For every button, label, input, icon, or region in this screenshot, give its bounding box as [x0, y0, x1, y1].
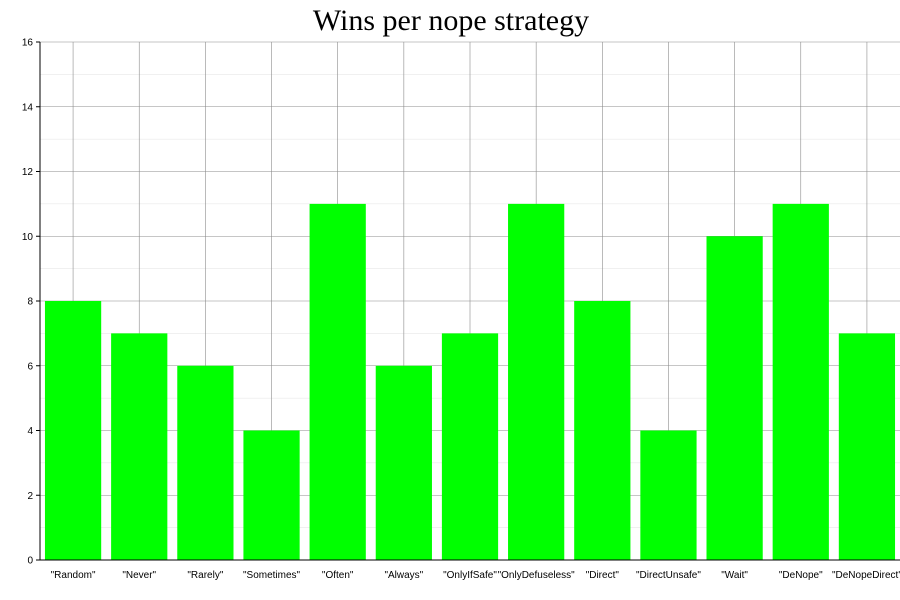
- bar-4: [309, 203, 366, 560]
- y-tick-label: 2: [27, 491, 33, 502]
- y-tick-label: 0: [27, 556, 33, 567]
- y-tick-label: 10: [22, 232, 34, 243]
- x-tick-label: "Rarely": [187, 570, 223, 581]
- y-tick-label: 6: [27, 361, 33, 372]
- bar-9: [640, 430, 697, 560]
- bar-5: [375, 365, 432, 560]
- bar-8: [574, 301, 631, 560]
- y-tick-label: 16: [22, 38, 34, 49]
- bar-11: [772, 203, 829, 560]
- x-tick-label: "OnlyDefuseless": [498, 570, 576, 581]
- bar-6: [441, 333, 499, 560]
- x-tick-label: "Never": [122, 570, 156, 581]
- x-tick-label: "DeNope": [779, 570, 823, 581]
- bar-7: [508, 203, 565, 560]
- bar-10: [706, 236, 763, 560]
- bar-1: [111, 333, 168, 560]
- x-tick-label: "Sometimes": [243, 570, 301, 581]
- x-tick-label: "OnlyIfSafe": [443, 570, 497, 581]
- bar-3: [243, 430, 300, 560]
- y-tick-label: 4: [27, 426, 33, 437]
- x-tick-label: "Always": [384, 570, 423, 581]
- y-tick-label: 12: [22, 167, 34, 178]
- bar-2: [177, 365, 234, 560]
- x-tick-label: "Random": [51, 570, 96, 581]
- y-tick-label: 8: [27, 297, 33, 308]
- x-tick-label: "DirectUnsafe": [636, 570, 701, 581]
- y-tick-label: 14: [22, 102, 34, 113]
- bar-12: [838, 333, 896, 560]
- chart-title: Wins per nope strategy: [313, 4, 589, 37]
- x-tick-label: "Wait": [721, 570, 748, 581]
- x-tick-labels: "Random" "Never" "Rarely" "Sometimes" "Often…: [51, 570, 900, 581]
- x-tick-label: "Direct": [586, 570, 620, 581]
- axes: [36, 41, 900, 561]
- x-tick-label: "Often": [322, 570, 354, 581]
- bar-0: [44, 301, 102, 560]
- y-tick-labels: 0 2 4 6 8 10 12 14 16: [22, 38, 34, 567]
- bars: [44, 203, 896, 560]
- x-tick-label: "DeNopeDirect": [832, 570, 900, 581]
